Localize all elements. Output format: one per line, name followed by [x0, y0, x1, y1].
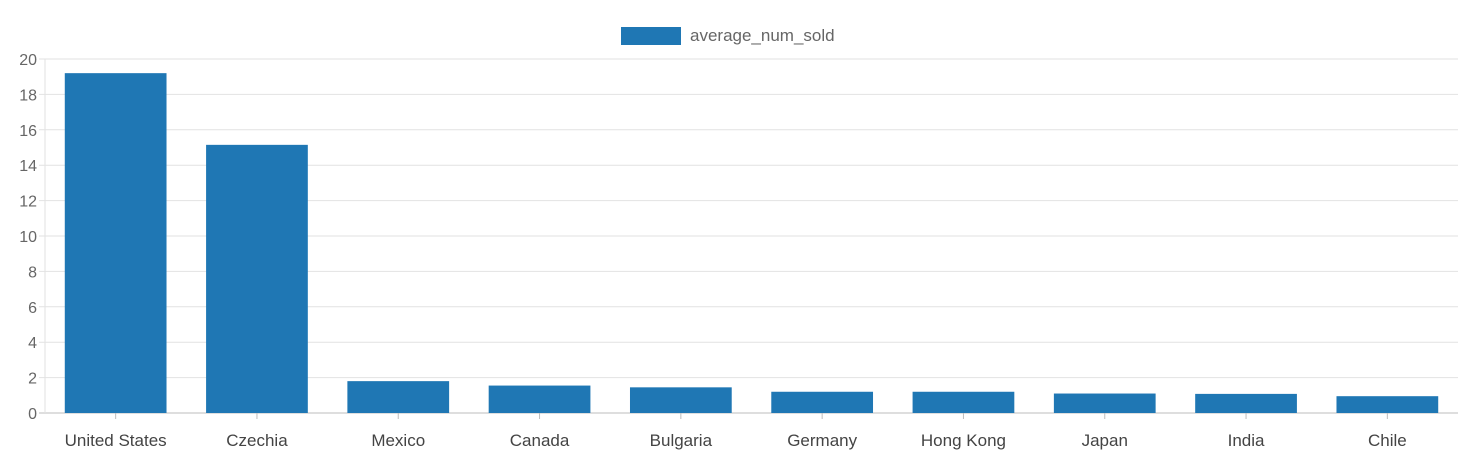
bar[interactable] — [206, 144, 308, 413]
x-tick-label: Czechia — [226, 431, 288, 450]
y-tick-label: 20 — [19, 52, 37, 69]
legend[interactable]: average_num_sold — [621, 26, 835, 45]
bar[interactable] — [347, 381, 450, 413]
y-axis: 0 2 4 6 8 10 12 14 16 18 20 — [19, 52, 37, 423]
y-tick-label: 8 — [28, 264, 37, 281]
x-tick-label: United States — [65, 431, 167, 450]
y-tick-label: 16 — [19, 123, 37, 140]
x-axis: United States Czechia Mexico Canada Bulgaria… — [65, 413, 1407, 450]
y-tick-label: 14 — [19, 158, 37, 175]
legend-swatch — [621, 27, 681, 45]
x-tick-label: Bulgaria — [650, 431, 713, 450]
y-tick-label: 18 — [19, 87, 37, 104]
y-tick-label: 10 — [19, 229, 37, 246]
bar[interactable] — [1053, 393, 1156, 413]
bar[interactable] — [488, 385, 591, 413]
bar[interactable] — [912, 391, 1015, 413]
x-tick-label: Chile — [1368, 431, 1407, 450]
bar[interactable] — [1195, 393, 1297, 413]
x-tick-label: India — [1228, 431, 1265, 450]
legend-label: average_num_sold — [690, 26, 835, 45]
x-tick-label: Mexico — [371, 431, 425, 450]
bar[interactable] — [771, 391, 874, 413]
x-tick-label: Japan — [1082, 431, 1128, 450]
y-tick-label: 6 — [28, 300, 37, 317]
bar[interactable] — [64, 73, 167, 413]
x-tick-label: Canada — [510, 431, 570, 450]
bar[interactable] — [629, 387, 732, 413]
bars — [64, 73, 1439, 413]
y-tick-label: 12 — [19, 194, 37, 211]
y-tick-label: 4 — [28, 335, 37, 352]
x-tick-label: Hong Kong — [921, 431, 1006, 450]
bar[interactable] — [1336, 396, 1439, 413]
y-tick-label: 0 — [28, 406, 37, 423]
x-tick-label: Germany — [787, 431, 857, 450]
y-tick-label: 2 — [28, 371, 37, 388]
